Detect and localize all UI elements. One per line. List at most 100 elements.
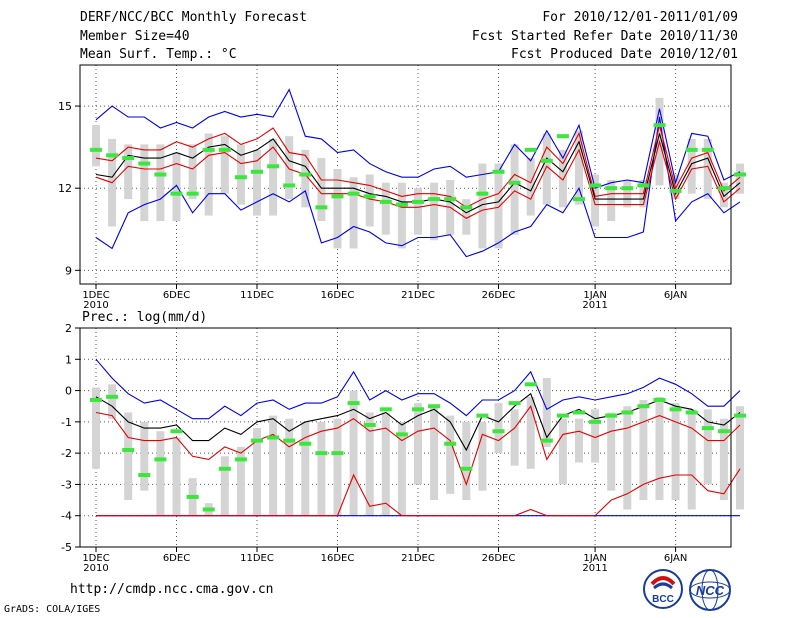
ensemble-box xyxy=(333,418,342,516)
ensemble-box xyxy=(92,125,100,167)
mean-marker xyxy=(234,175,247,180)
mean-marker xyxy=(267,435,280,440)
mean-marker xyxy=(637,183,650,188)
mean-marker xyxy=(669,407,682,412)
mean-marker xyxy=(460,205,473,210)
x-tick-label: 6JAN xyxy=(664,553,687,564)
x-tick-label: 21DEC xyxy=(401,553,435,564)
refer-date: Fcst Started Refer Date 2010/11/30 xyxy=(471,29,738,44)
ensemble-box xyxy=(575,130,583,205)
ensemble-box xyxy=(639,399,648,501)
ensemble-box xyxy=(446,415,455,494)
ensemble-box xyxy=(381,412,390,516)
mean-marker xyxy=(701,147,714,152)
mean-marker xyxy=(283,438,296,443)
ensemble-box xyxy=(462,199,471,235)
ensemble-box xyxy=(607,179,616,222)
mean-marker xyxy=(556,134,569,139)
source-url[interactable]: http://cmdp.ncc.cma.gov.cn xyxy=(70,582,274,597)
ensemble-box xyxy=(736,406,744,510)
ensemble-box xyxy=(156,144,165,222)
ensemble-box xyxy=(510,409,519,466)
y-tick-label: -1 xyxy=(61,416,72,429)
mean-marker xyxy=(363,194,376,199)
ensemble-box xyxy=(430,182,439,241)
mean-marker xyxy=(653,123,666,128)
mean-marker xyxy=(331,194,344,199)
mean-marker xyxy=(734,172,746,177)
mean-marker xyxy=(476,413,489,418)
mean-marker xyxy=(605,413,618,418)
ensemble-box xyxy=(220,136,229,194)
ensemble-box xyxy=(703,409,712,485)
ensemble-box xyxy=(301,149,310,208)
x-tick-year: 2011 xyxy=(582,563,607,574)
mean-marker xyxy=(106,153,119,158)
ensemble-box xyxy=(140,144,149,222)
x-tick-label: 6DEC xyxy=(163,290,190,301)
y-tick-label: -5 xyxy=(61,541,72,554)
member-size-label: Member Size=40 xyxy=(80,29,190,44)
x-tick-label: 16DEC xyxy=(321,553,355,564)
mean-marker xyxy=(186,494,199,499)
ensemble-box xyxy=(494,163,503,249)
ensemble-box xyxy=(124,144,133,200)
ensemble-box xyxy=(719,418,728,501)
grads-credit: GrADS: COLA/IGES xyxy=(4,604,101,615)
ensemble-box xyxy=(108,384,117,419)
mean-marker xyxy=(492,429,505,434)
mean-marker xyxy=(379,407,392,412)
ensemble-box xyxy=(542,378,551,447)
mean-marker xyxy=(605,186,618,191)
ensemble-box xyxy=(478,421,487,491)
ensemble-box xyxy=(558,149,567,208)
ensemble-box xyxy=(607,412,616,491)
mean-marker xyxy=(621,186,634,191)
mean-marker xyxy=(347,191,360,196)
ensemble-box xyxy=(687,138,696,194)
mean-marker xyxy=(283,183,296,188)
mean-marker xyxy=(138,161,151,166)
mean-marker xyxy=(106,394,119,399)
x-tick-label: 1JAN xyxy=(583,290,606,301)
percentile-low-line xyxy=(95,139,741,219)
mean-marker xyxy=(299,441,312,446)
chart-title: DERF/NCC/BCC Monthly Forecast xyxy=(80,10,307,25)
mean-marker xyxy=(315,451,328,456)
ensemble-box xyxy=(236,144,245,205)
percentile-high-line xyxy=(95,404,741,487)
mean-marker xyxy=(540,438,553,443)
mean-marker xyxy=(444,441,457,446)
plot-frame xyxy=(79,327,732,548)
y-tick-label: -4 xyxy=(61,510,72,523)
ensemble-box xyxy=(269,415,278,516)
ensemble-box xyxy=(655,396,664,501)
ensemble-box xyxy=(494,403,503,454)
mean-marker xyxy=(476,191,489,196)
ensemble-box xyxy=(703,138,712,200)
mean-marker xyxy=(267,164,280,169)
y-tick-label: -3 xyxy=(61,478,72,491)
mean-marker xyxy=(589,183,602,188)
x-tick-label: 26DEC xyxy=(482,290,516,301)
ensemble-box xyxy=(124,412,133,501)
mean-marker xyxy=(186,191,199,196)
ensemble-box xyxy=(253,428,261,516)
mean-marker xyxy=(621,410,634,415)
ncc-logo-icon: NCC xyxy=(689,569,731,611)
mean-marker xyxy=(428,197,441,202)
ensemble-box xyxy=(365,174,374,227)
y-tick-label: 15 xyxy=(58,100,72,113)
ensemble-box xyxy=(623,406,632,510)
ensemble-box xyxy=(172,152,181,222)
ensemble-box xyxy=(317,158,326,222)
x-tick-label: 26DEC xyxy=(482,553,516,564)
mean-marker xyxy=(331,451,344,456)
mean-marker xyxy=(524,147,537,152)
ensemble-box xyxy=(478,163,487,249)
ensemble-box xyxy=(172,437,181,516)
forecast-period: For 2010/12/01-2011/01/09 xyxy=(542,10,738,25)
ensemble-box xyxy=(140,421,149,491)
ncc-logo: NCC xyxy=(688,568,732,612)
